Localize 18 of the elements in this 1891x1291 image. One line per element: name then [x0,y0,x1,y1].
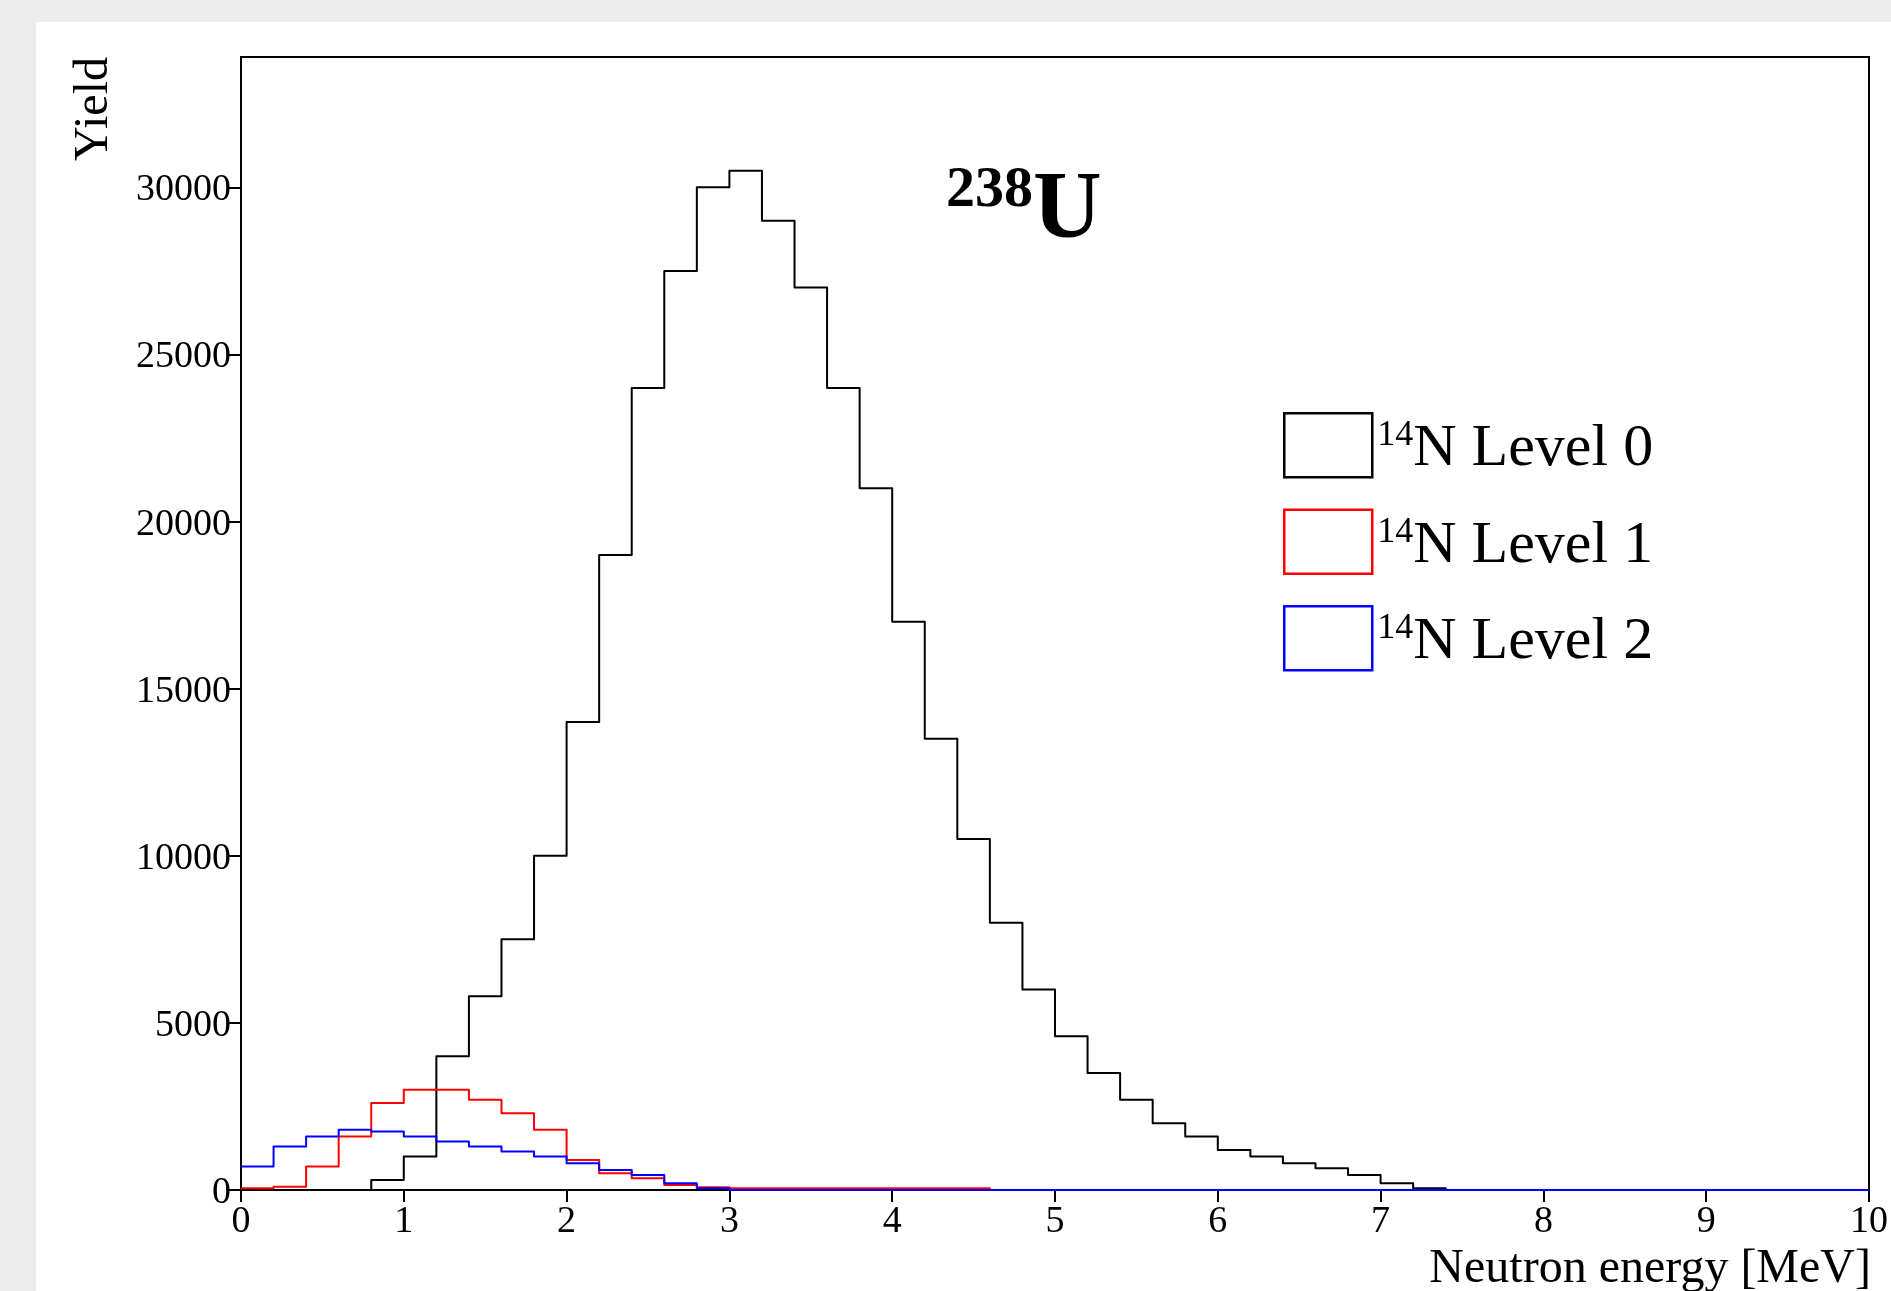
y-tick-label: 10000 [136,834,231,877]
x-tick-label: 4 [882,1198,902,1240]
y-tick-label: 0 [212,1169,231,1211]
x-tick-label: 3 [719,1198,739,1240]
y-tick-label: 25000 [136,333,231,376]
x-tick-label: 10 [1850,1198,1888,1240]
y-axis-title: Yield [63,56,117,161]
y-tick-label: 5000 [155,1001,231,1044]
x-tick-label: 7 [1371,1198,1391,1240]
y-tick-label: 20000 [136,500,231,543]
x-tick-label: 5 [1045,1198,1065,1240]
x-tick-label: 1 [394,1198,414,1240]
x-tick-label: 6 [1208,1198,1228,1240]
y-tick-label: 30000 [136,166,231,209]
y-tick-label: 15000 [136,667,231,710]
x-tick-label: 2 [557,1198,577,1240]
x-tick-label: 8 [1533,1198,1553,1240]
x-tick-label: 9 [1696,1198,1716,1240]
